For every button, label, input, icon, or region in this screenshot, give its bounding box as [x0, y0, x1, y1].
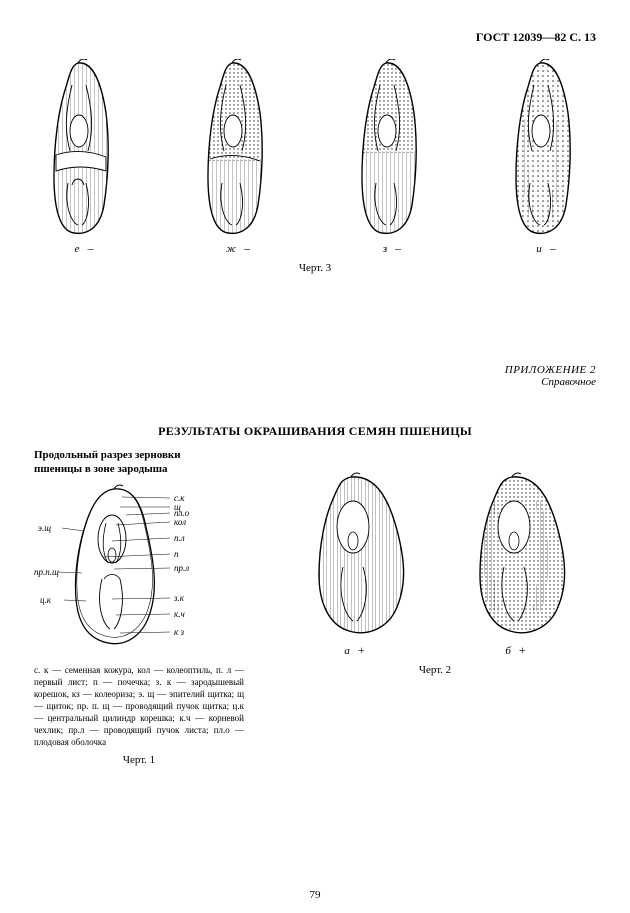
fig2-label-b: б +	[505, 643, 525, 658]
subheading-line1: Продольный разрез зерновки	[34, 449, 181, 461]
figure-2-column: а +	[274, 449, 596, 676]
fig-letter: а	[344, 645, 350, 657]
diagram-label: к.ч	[174, 609, 185, 619]
fig-sign: +	[358, 643, 365, 658]
fig3-label-i: и –	[536, 241, 556, 256]
fig-letter: и	[536, 243, 542, 255]
embryo-drawing	[295, 471, 415, 641]
fig-letter: е	[75, 243, 80, 255]
figure-3-row: е –	[34, 59, 596, 256]
page-header: ГОСТ 12039—82 С. 13	[34, 30, 596, 45]
diagram-label: к з	[174, 627, 184, 637]
figure-1-diagram: с.кщпл.околэ.щп.лппр.лпр.п.щц.кз.кк.чк з	[34, 483, 234, 653]
embryo-drawing	[456, 471, 576, 641]
fig3-item-zh: ж –	[188, 59, 288, 256]
appendix-title: ПРИЛОЖЕНИЕ 2	[34, 364, 596, 376]
fig2-item-b: б +	[456, 471, 576, 658]
appendix-block: ПРИЛОЖЕНИЕ 2 Справочное	[34, 364, 596, 388]
fig-sign: –	[87, 241, 93, 256]
fig3-item-z: з –	[342, 59, 442, 256]
subheading-line2: пшеницы в зоне зародыша	[34, 463, 168, 475]
diagram-label: з.к	[173, 593, 185, 603]
fig-sign: +	[519, 643, 526, 658]
figure-3-caption: Черт. 3	[34, 262, 596, 274]
diagram-label: э.щ	[38, 523, 51, 533]
fig3-item-e: е –	[34, 59, 134, 256]
diagram-label: ц.к	[40, 595, 52, 605]
results-heading: РЕЗУЛЬТАТЫ ОКРАШИВАНИЯ СЕМЯН ПШЕНИЦЫ	[34, 424, 596, 439]
grain-drawing	[188, 59, 288, 239]
grain-drawing	[342, 59, 442, 239]
fig-letter: з	[383, 243, 387, 255]
fig2-item-a: а +	[295, 471, 415, 658]
figure-1-column: Продольный разрез зерновки пшеницы в зон…	[34, 449, 244, 766]
lower-section: Продольный разрез зерновки пшеницы в зон…	[34, 449, 596, 766]
figure-2-caption: Черт. 2	[274, 664, 596, 676]
diagram-label: пр.п.щ	[34, 567, 59, 577]
diagram-label: п	[174, 549, 179, 559]
grain-drawing	[34, 59, 134, 239]
diagram-label: п.л	[174, 533, 185, 543]
figure-1-legend: с. к — семенная кожура, кол — колеоптиль…	[34, 664, 244, 749]
fig-letter: ж	[226, 243, 236, 255]
page: ГОСТ 12039—82 С. 13	[0, 0, 630, 913]
figure-1-caption: Черт. 1	[34, 754, 244, 766]
fig3-label-zh: ж –	[226, 241, 250, 256]
appendix-subtitle: Справочное	[34, 376, 596, 388]
fig3-label-e: е –	[75, 241, 94, 256]
fig-sign: –	[550, 241, 556, 256]
fig-sign: –	[395, 241, 401, 256]
fig2-label-a: а +	[344, 643, 364, 658]
fig-letter: б	[505, 645, 511, 657]
fig-sign: –	[244, 241, 250, 256]
diagram-label: кол	[174, 517, 186, 527]
page-number: 79	[0, 889, 630, 901]
grain-drawing	[496, 59, 596, 239]
subheading: Продольный разрез зерновки пшеницы в зон…	[34, 449, 244, 477]
fig3-label-z: з –	[383, 241, 401, 256]
diagram-label: пр.л	[174, 563, 189, 573]
fig3-item-i: и –	[496, 59, 596, 256]
